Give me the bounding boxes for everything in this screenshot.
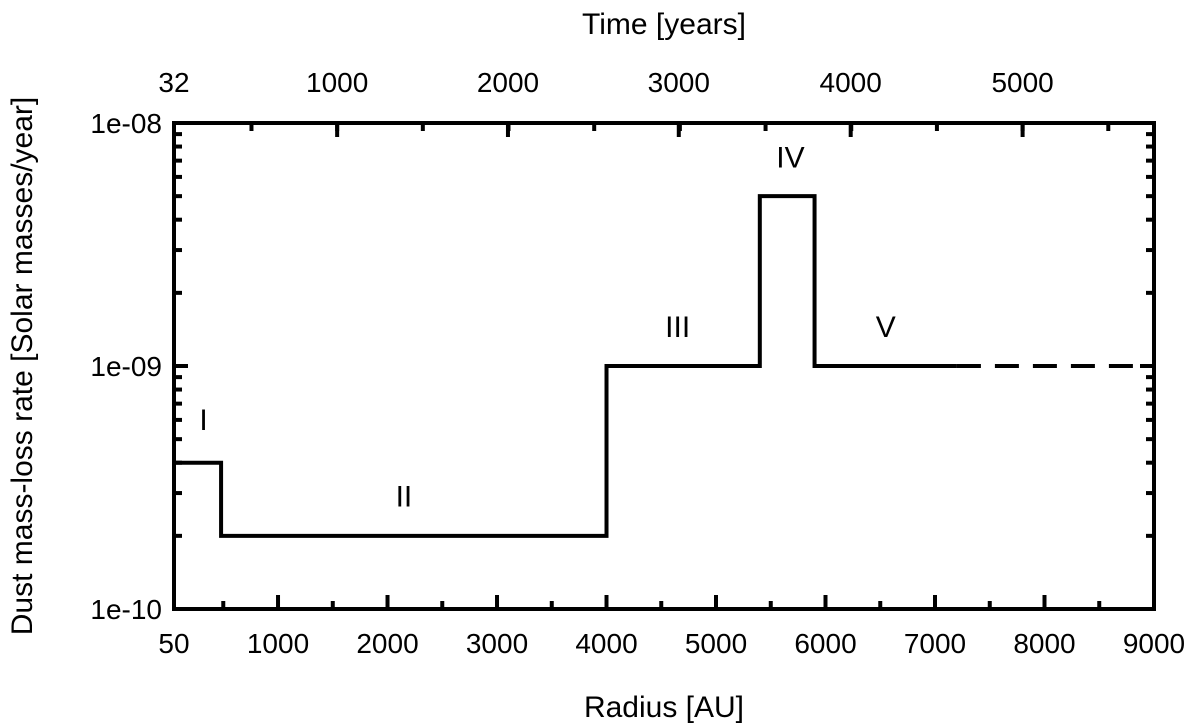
x-tick-label: 9000	[1123, 628, 1185, 659]
x2-tick-label: 3000	[648, 67, 710, 98]
y-tick-label: 1e-09	[90, 351, 162, 382]
series-line	[174, 194, 957, 538]
x2-tick-label: 32	[158, 67, 189, 98]
x2-tick-label: 1000	[306, 67, 368, 98]
region-label: V	[876, 311, 896, 344]
plot-frame	[172, 121, 1156, 611]
x2-axis-title: Time [years]	[582, 8, 746, 41]
series-layer	[174, 194, 1154, 538]
x2-tick-label: 5000	[991, 67, 1053, 98]
x2-tick-label: 4000	[820, 67, 882, 98]
x-axis-title: Radius [AU]	[584, 691, 744, 724]
x-tick-label: 5000	[685, 628, 747, 659]
x2-tick-label: 2000	[477, 67, 539, 98]
region-label: II	[396, 481, 413, 514]
x-tick-label: 2000	[356, 628, 418, 659]
y-tick-label: 1e-08	[90, 108, 162, 139]
x-tick-label: 1000	[247, 628, 309, 659]
x-tick-label: 6000	[794, 628, 856, 659]
x-tick-label: 8000	[1013, 628, 1075, 659]
x-tick-label: 4000	[575, 628, 637, 659]
region-label: III	[665, 311, 690, 344]
region-label: IV	[776, 142, 804, 175]
y-tick-label: 1e-10	[90, 594, 162, 625]
x-tick-label: 7000	[904, 628, 966, 659]
x-tick-label: 3000	[466, 628, 528, 659]
y-axis-title: Dust mass-loss rate [Solar masses/year]	[6, 97, 39, 636]
x-tick-label: 50	[158, 628, 189, 659]
region-label: I	[199, 404, 207, 437]
labels-layer: 50 1000 2000 3000 4000 5000 6000 7000 8000 9000 32…	[90, 67, 1185, 659]
